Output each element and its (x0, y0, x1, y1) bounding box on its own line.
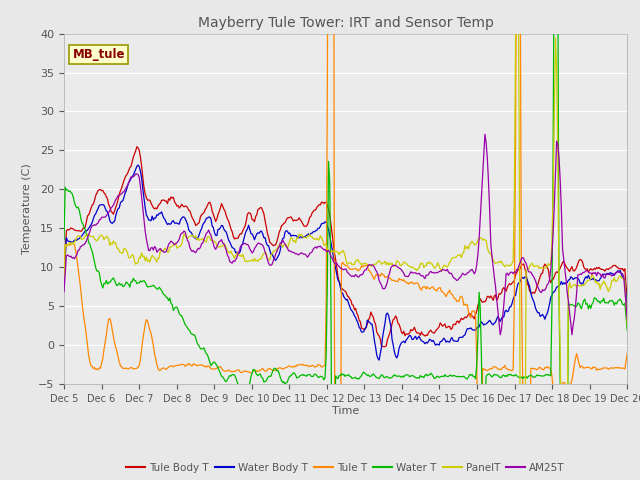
Legend: Tule Body T, Water Body T, Tule T, Water T, PanelT, AM25T: Tule Body T, Water Body T, Tule T, Water… (122, 458, 569, 477)
X-axis label: Time: Time (332, 407, 359, 417)
Y-axis label: Temperature (C): Temperature (C) (22, 163, 33, 254)
Title: Mayberry Tule Tower: IRT and Sensor Temp: Mayberry Tule Tower: IRT and Sensor Temp (198, 16, 493, 30)
Text: MB_tule: MB_tule (72, 48, 125, 61)
